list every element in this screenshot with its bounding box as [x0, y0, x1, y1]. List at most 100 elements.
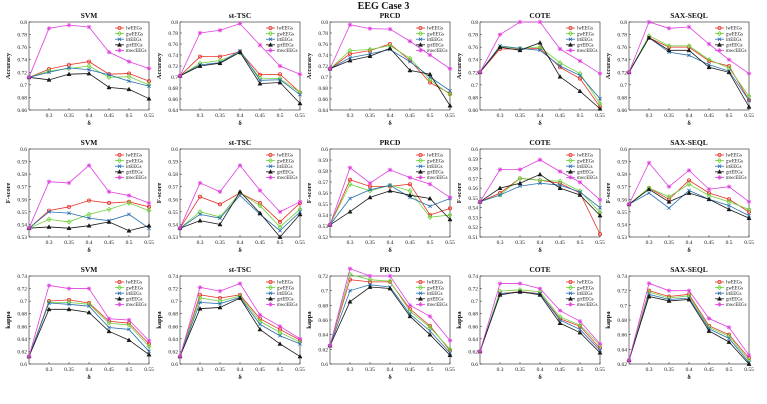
data-point-gweegs [427, 324, 433, 331]
y-tick-label: 0.66 [318, 97, 328, 103]
legend-label-lrteegs: lrtEEGs [126, 165, 142, 170]
data-point-mwceegs [26, 75, 32, 80]
y-tick-label: 0.54 [617, 222, 627, 228]
data-point-lweegs [367, 279, 372, 284]
legend-label-lweegs: lwEEGs [427, 27, 443, 32]
panel-title: st-TSC [229, 138, 252, 147]
y-tick-label: 0.66 [617, 108, 627, 114]
data-point-gweegs [146, 207, 152, 214]
data-point-lweegs [197, 54, 202, 59]
data-point-grteegs [706, 328, 712, 333]
data-point-gweegs [407, 55, 413, 61]
data-point-gweegs [146, 82, 152, 88]
legend-label-mwceegs: mwcEEGs [427, 49, 448, 54]
y-tick-label: 0.76 [17, 45, 27, 51]
data-point-mwceegs [427, 181, 433, 187]
y-tick-label: 0.58 [318, 169, 328, 175]
data-point-mwceegs [497, 167, 503, 172]
x-tick-label: 0.5 [726, 240, 733, 246]
y-axis-label: F-score [605, 183, 612, 204]
panel-title: SAX-SEQL [670, 265, 708, 274]
series-line-lweegs [479, 177, 601, 235]
data-point-lrteegs [348, 55, 352, 60]
data-point-mwceegs [146, 338, 152, 343]
x-tick-label: 0.3 [46, 113, 53, 119]
y-tick-label: 0.7 [171, 299, 178, 305]
data-point-lweegs [257, 201, 262, 206]
legend-marker-lrteegs [268, 291, 273, 296]
data-point-grteegs [217, 60, 223, 66]
x-tick-label: 0.3 [497, 113, 504, 119]
data-point-grteegs [237, 49, 243, 55]
legend-marker-lrteegs [717, 37, 722, 42]
data-point-mwceegs [517, 19, 523, 25]
y-tick-label: 0.68 [318, 86, 328, 92]
legend-label-gweegs: gwEEGs [427, 286, 444, 291]
x-tick-label: 0.45 [555, 240, 565, 246]
data-point-mwceegs [347, 22, 353, 27]
data-point-grteegs [537, 40, 543, 45]
data-point-lrteegs [107, 325, 111, 330]
legend-label-gweegs: gwEEGs [726, 159, 743, 164]
data-point-mwceegs [86, 286, 92, 291]
data-point-lrteegs [127, 327, 131, 332]
legend-marker-mwceegs [268, 175, 273, 180]
y-tick-label: 0.76 [318, 42, 328, 48]
data-point-grteegs [497, 185, 503, 190]
data-point-grteegs [557, 74, 563, 79]
panel-title: PRCD [380, 11, 401, 20]
data-point-lweegs [447, 206, 452, 211]
data-point-mwceegs [626, 202, 632, 207]
y-tick-label: 0.68 [168, 312, 178, 318]
x-tick-label: 0.5 [577, 367, 584, 373]
legend-marker-grteegs [567, 169, 574, 174]
chart-panel-7: st-TSC 0.53 0.54 0.55 0.56 0.57 0.58 0.59 0.6 0.3… [156, 138, 305, 254]
data-point-grteegs [646, 35, 652, 40]
y-axis-label: F-score [156, 183, 163, 204]
data-point-gweegs [427, 214, 433, 220]
y-tick-label: 0.8 [321, 20, 328, 26]
data-point-lweegs [578, 76, 583, 81]
x-tick-label: 0.55 [295, 113, 305, 119]
data-point-gweegs [726, 199, 732, 205]
data-point-lrteegs [448, 88, 452, 93]
data-point-lweegs [598, 232, 603, 237]
y-tick-label: 0.72 [318, 64, 328, 70]
y-tick-label: 0.72 [468, 70, 478, 76]
y-tick-label: 0.62 [168, 349, 178, 355]
data-point-mwceegs [347, 266, 353, 271]
data-point-mwceegs [177, 73, 183, 79]
data-point-grteegs [706, 64, 712, 70]
series-line-gweegs [628, 291, 750, 361]
data-point-lrteegs [47, 301, 51, 305]
data-point-mwceegs [537, 157, 543, 162]
data-point-lrteegs [578, 327, 582, 332]
y-tick-label: 0.6 [471, 147, 478, 153]
data-point-grteegs [86, 223, 92, 228]
x-axis-label: δ [238, 374, 242, 381]
x-axis-label: δ [238, 120, 242, 127]
x-tick-label: 0.3 [197, 367, 204, 373]
y-tick-label: 0.68 [318, 303, 328, 309]
data-point-lrteegs [127, 79, 131, 83]
y-tick-label: 0.72 [617, 70, 627, 76]
legend-label-lweegs: lwEEGs [577, 154, 593, 159]
x-tick-label: 0.45 [704, 113, 714, 119]
y-axis-label: F-score [306, 183, 313, 204]
data-point-mwceegs [686, 168, 692, 173]
legend-label-lrteegs: lrtEEGs [277, 38, 293, 43]
legend-marker-lrteegs [268, 164, 273, 169]
data-point-grteegs [257, 210, 263, 215]
data-point-mwceegs [497, 32, 503, 37]
legend-marker-gweegs [717, 157, 722, 164]
x-axis-label: δ [388, 120, 392, 127]
series-line-lweegs [329, 179, 451, 226]
data-point-grteegs [106, 219, 112, 224]
data-point-mwceegs [726, 184, 732, 189]
legend-label-grteegs: grtEEGs [577, 171, 594, 176]
y-tick-label: 0.54 [468, 206, 478, 212]
legend-label-lweegs: lwEEGs [126, 281, 142, 286]
data-point-grteegs [597, 350, 603, 355]
data-point-mwceegs [46, 283, 52, 288]
